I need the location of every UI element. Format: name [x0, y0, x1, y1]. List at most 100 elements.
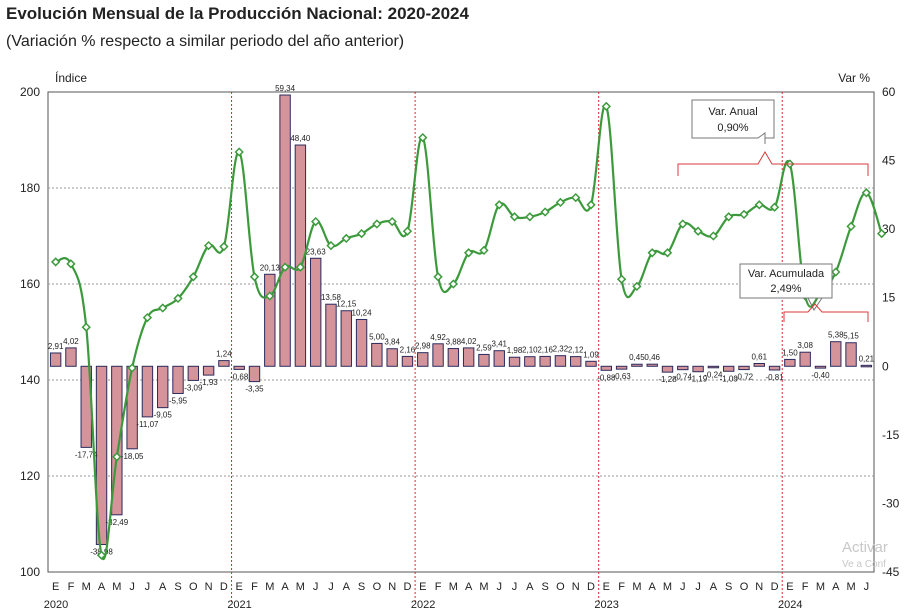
- annotation-anual-title: Var. Anual: [708, 106, 757, 118]
- left-axis-title: Índice: [55, 70, 87, 85]
- month-tick-label: O: [373, 581, 382, 593]
- month-tick-label: A: [98, 581, 106, 593]
- index-marker: [249, 272, 260, 282]
- watermark-subtext: Ve a Conf: [842, 559, 886, 570]
- month-tick-label: A: [343, 581, 351, 593]
- index-marker: [402, 226, 413, 236]
- bar: [570, 356, 582, 367]
- month-tick-label: D: [220, 581, 228, 593]
- bar: [615, 365, 628, 370]
- bar: [340, 310, 352, 367]
- left-axis-tick-label: 140: [20, 373, 40, 387]
- month-tick-label: E: [52, 581, 59, 593]
- index-marker: [662, 248, 673, 258]
- bar: [126, 365, 138, 450]
- bar: [478, 353, 490, 367]
- bar-value-label: 1,50: [782, 348, 798, 357]
- index-marker: [647, 248, 657, 258]
- month-tick-label: J: [129, 581, 135, 593]
- bar-value-label: 12,15: [336, 300, 357, 309]
- month-tick-label: F: [68, 581, 75, 593]
- bar: [172, 365, 184, 394]
- month-tick-label: S: [541, 581, 548, 593]
- index-marker: [525, 212, 535, 222]
- right-axis-tick-label: -30: [882, 496, 900, 510]
- chart-title: Evolución Mensual de la Producción Nacio…: [6, 4, 469, 23]
- bar-value-label: -0,68: [230, 372, 249, 381]
- index-marker: [693, 226, 703, 236]
- left-axis-tick-label: 120: [20, 469, 40, 483]
- index-marker: [66, 259, 76, 269]
- month-tick-label: O: [556, 581, 565, 593]
- index-marker: [479, 245, 489, 256]
- bar: [248, 365, 261, 383]
- month-tick-label: N: [572, 581, 580, 593]
- right-axis-tick-label: 30: [882, 222, 896, 236]
- bar-value-label: 2,32: [553, 345, 569, 354]
- bar: [753, 362, 765, 367]
- bar: [309, 257, 322, 367]
- bar: [768, 365, 781, 371]
- index-line: [55, 104, 883, 560]
- bar-value-label: 2,16: [537, 345, 553, 354]
- month-tick-label: M: [296, 581, 305, 593]
- month-tick-label: M: [82, 581, 91, 593]
- bar: [202, 365, 215, 376]
- bracket-anual: [677, 151, 869, 176]
- bar: [707, 365, 720, 369]
- month-tick-label: J: [512, 581, 518, 593]
- bar: [600, 365, 613, 371]
- bar-value-label: -5,95: [169, 396, 188, 405]
- index-marker: [203, 240, 214, 251]
- bar-value-label: -1,09: [720, 374, 739, 383]
- left-axis-tick-label: 200: [20, 85, 40, 99]
- month-tick-label: A: [710, 581, 718, 593]
- index-marker: [540, 207, 550, 217]
- index-marker: [280, 262, 290, 272]
- bar-value-label: 2,12: [568, 346, 584, 355]
- bar-value-label: 2,16: [400, 345, 416, 354]
- year-tick-label: 2020: [44, 599, 68, 611]
- bar: [355, 318, 368, 367]
- bar: [493, 350, 505, 367]
- bar: [845, 342, 857, 367]
- index-marker: [616, 274, 627, 284]
- bar-value-label: 1,09: [583, 350, 599, 359]
- bar-value-label: 3,88: [446, 338, 462, 347]
- index-marker: [311, 216, 321, 227]
- bar: [95, 365, 108, 545]
- month-tick-label: A: [526, 581, 534, 593]
- bar-value-label: 2,10: [522, 346, 538, 355]
- month-tick-label: A: [281, 581, 289, 593]
- index-marker: [463, 248, 474, 258]
- bar-value-label: 0,21: [859, 354, 875, 363]
- bar-value-label: 0,46: [644, 353, 660, 362]
- annotation-box-anual: [691, 99, 775, 139]
- plot-frame: [47, 91, 875, 573]
- month-tick-label: J: [328, 581, 334, 593]
- index-marker: [372, 219, 382, 229]
- bar-value-label: 0,61: [751, 352, 767, 361]
- bar-value-label: 1,24: [216, 350, 232, 359]
- bar: [722, 365, 735, 372]
- index-marker: [769, 202, 780, 212]
- month-tick-label: O: [189, 581, 198, 593]
- bar: [539, 355, 551, 367]
- index-marker: [509, 212, 520, 222]
- bar: [386, 348, 398, 367]
- bar-value-label: 0,45: [629, 353, 645, 362]
- bar: [585, 360, 597, 367]
- annotation-acumulada-title: Var. Acumulada: [748, 268, 825, 280]
- bar-value-label: -0,72: [735, 373, 754, 382]
- index-marker: [356, 228, 367, 239]
- index-marker: [142, 312, 153, 323]
- month-tick-label: M: [449, 581, 458, 593]
- bar-value-label: 2,98: [415, 342, 431, 351]
- month-tick-label: A: [832, 581, 840, 593]
- month-tick-label: F: [251, 581, 258, 593]
- left-axis-tick-label: 180: [20, 181, 40, 195]
- bar-value-label: 23,63: [306, 247, 327, 256]
- bar-value-label: 2,59: [476, 343, 492, 352]
- bar: [187, 365, 200, 381]
- index-marker: [571, 192, 581, 203]
